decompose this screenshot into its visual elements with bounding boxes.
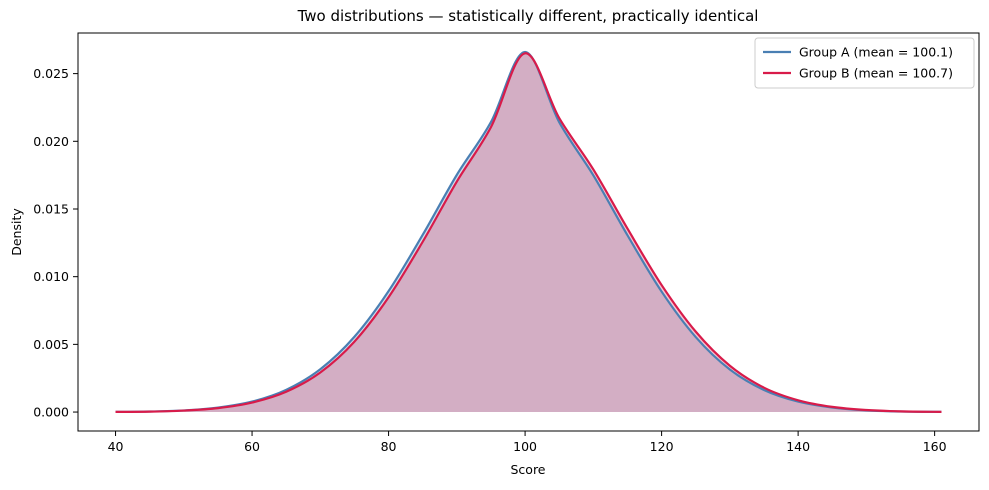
- y-axis: 0.000 0.005 0.010 0.015 0.020 0.025: [33, 66, 78, 420]
- legend-label-2: Group B (mean = 100.7): [799, 66, 953, 81]
- y-tick-label: 0.010: [33, 269, 69, 284]
- series-area-1: [115, 51, 942, 413]
- series-area-2: [115, 53, 942, 413]
- x-axis: 40 60 80 100 120 140 160: [108, 431, 947, 454]
- y-tick-label: 0.025: [33, 66, 69, 81]
- plot-area: [115, 50, 942, 414]
- x-tick-label: 60: [244, 439, 260, 454]
- x-tick-label: 160: [923, 439, 947, 454]
- y-tick-label: 0.005: [33, 337, 69, 352]
- y-tick-label: 0.015: [33, 201, 69, 216]
- y-axis-label: Density: [9, 208, 24, 256]
- x-tick-label: 100: [513, 439, 537, 454]
- legend: Group A (mean = 100.1) Group B (mean = 10…: [754, 37, 975, 89]
- x-tick-label: 40: [108, 439, 124, 454]
- x-axis-label: Score: [510, 462, 545, 477]
- x-tick-label: 80: [381, 439, 397, 454]
- y-tick-label: 0.020: [33, 134, 69, 149]
- series-line-2: [115, 52, 942, 414]
- y-tick-label: 0.000: [33, 405, 69, 420]
- legend-label-1: Group A (mean = 100.1): [799, 45, 953, 60]
- chart-title: Two distributions — statistically differ…: [297, 7, 759, 25]
- legend-box: [754, 37, 975, 89]
- x-tick-label: 120: [650, 439, 674, 454]
- x-tick-label: 140: [786, 439, 810, 454]
- axes-frame: [77, 32, 980, 432]
